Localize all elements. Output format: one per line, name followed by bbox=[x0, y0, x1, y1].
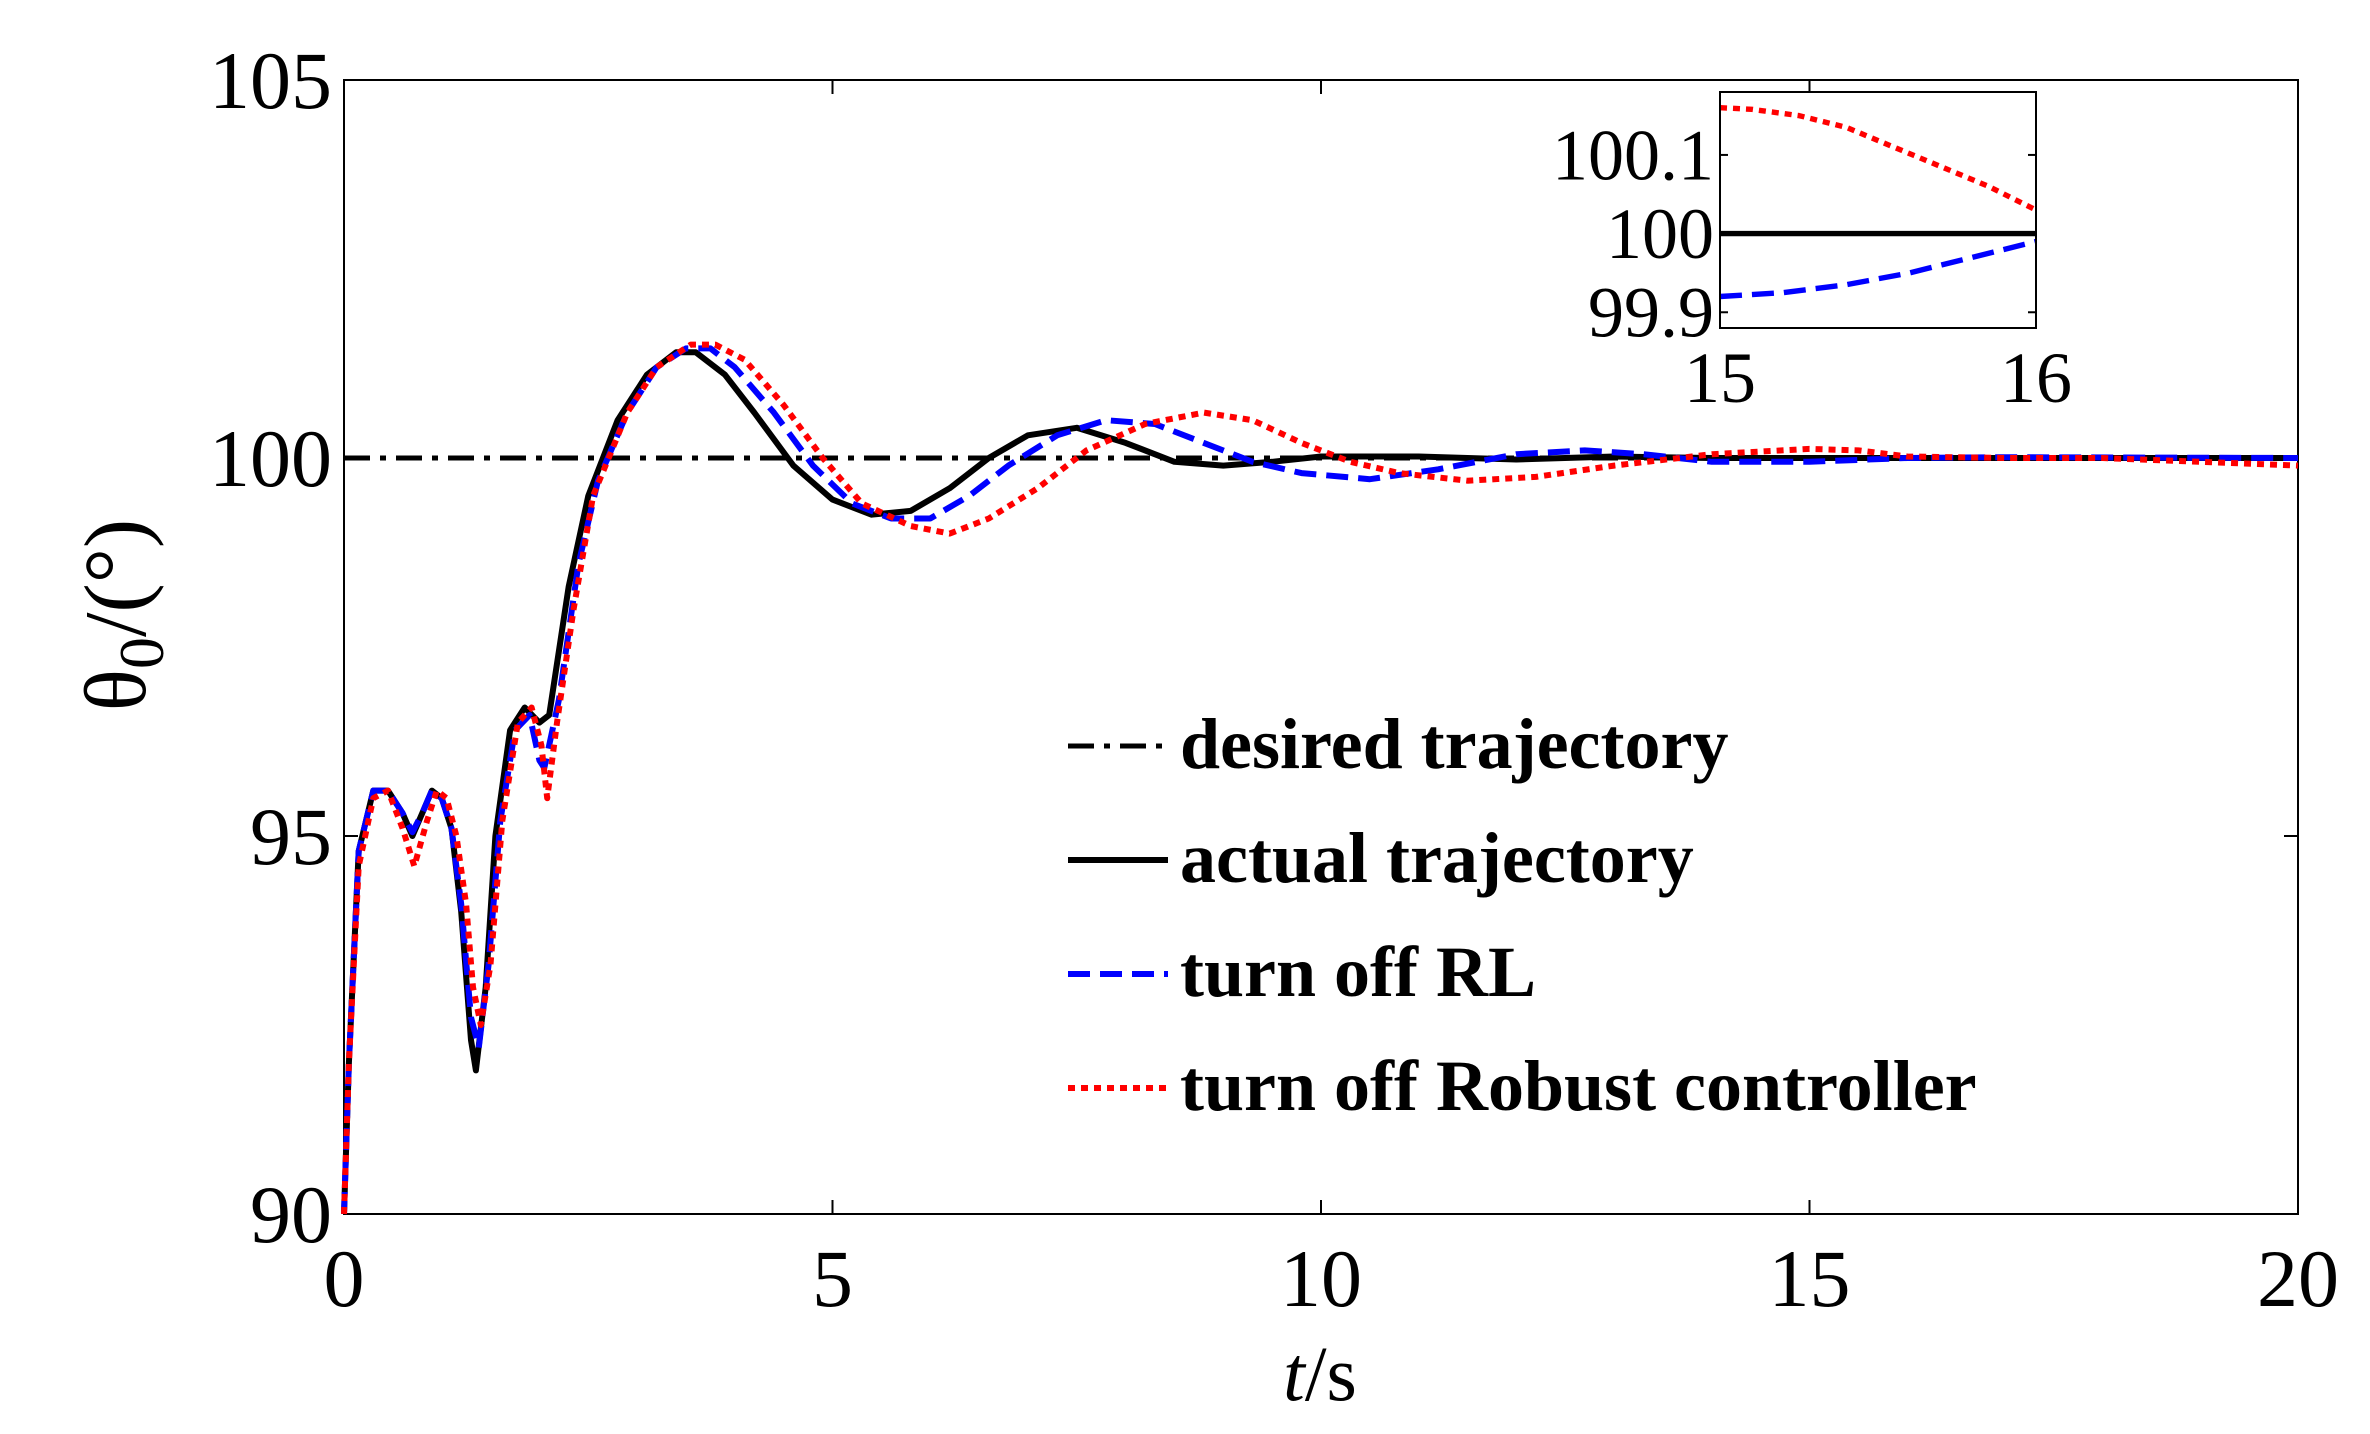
y-tick-label: 100 bbox=[209, 413, 332, 504]
inset-frame bbox=[1719, 91, 2037, 329]
legend-label-rl_off: turn off RL bbox=[1180, 932, 1536, 1012]
main-series bbox=[341, 341, 2299, 1215]
inset-series bbox=[1719, 105, 2038, 300]
legend: desired trajectory actual trajectory turn … bbox=[1068, 704, 1977, 1126]
series-line-robust_off bbox=[341, 341, 2299, 1215]
legend-label-actual: actual trajectory bbox=[1180, 818, 1694, 898]
y-tick-label: 90 bbox=[250, 1169, 332, 1260]
series-line-robust_off bbox=[1719, 105, 2038, 213]
legend-label-desired: desired trajectory bbox=[1180, 704, 1728, 784]
y-tick-label: 105 bbox=[209, 35, 332, 126]
x-axis-label: t/s bbox=[1283, 1330, 1357, 1417]
x-tick-label: 15 bbox=[1684, 338, 1756, 418]
series-line-rl_off bbox=[341, 345, 2299, 1215]
inset-ticks bbox=[1719, 92, 2037, 328]
inset-background bbox=[1720, 92, 2036, 328]
y-tick-label: 100.1 bbox=[1552, 115, 1714, 195]
x-tick-label: 16 bbox=[2000, 338, 2072, 418]
x-tick-label: 20 bbox=[2257, 1233, 2339, 1324]
x-tick-label: 15 bbox=[1769, 1233, 1851, 1324]
y-tick-label: 100 bbox=[1606, 194, 1714, 274]
series-line-rl_off bbox=[1719, 238, 2037, 300]
y-axis-label: θ0/(°) bbox=[68, 519, 177, 711]
y-tick-label: 99.9 bbox=[1588, 273, 1714, 353]
main-tick-labels: 0 5 10 15 20 90 95 100 105 bbox=[209, 35, 2339, 1324]
y-tick-label: 95 bbox=[250, 791, 332, 882]
x-tick-label: 10 bbox=[1280, 1233, 1362, 1324]
legend-label-robust_off: turn off Robust controller bbox=[1180, 1046, 1977, 1126]
x-tick-label: 5 bbox=[812, 1233, 853, 1324]
x-tick-label: 0 bbox=[324, 1233, 365, 1324]
